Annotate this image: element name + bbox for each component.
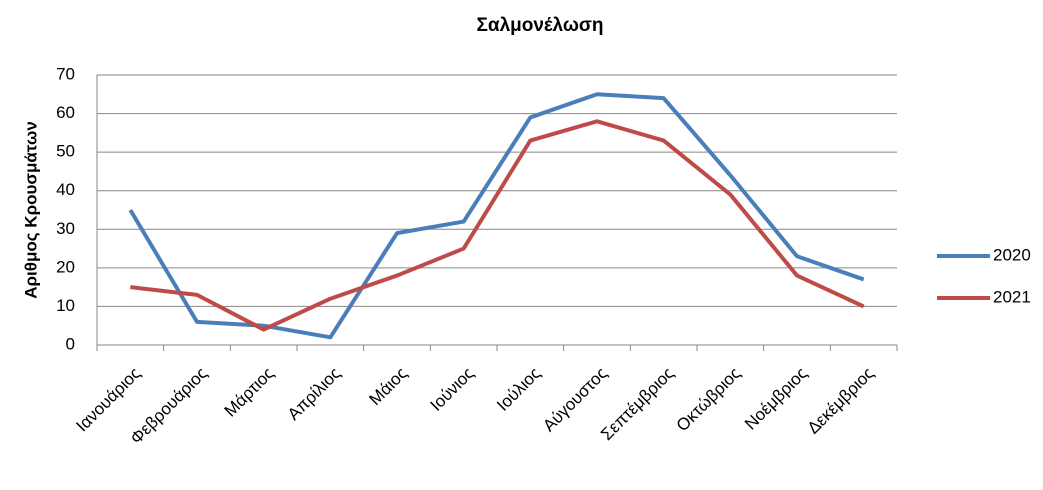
x-tick-label: Οκτώβριος	[673, 364, 745, 436]
legend-label: 2020	[993, 245, 1031, 264]
y-tick-label: 50	[56, 142, 75, 161]
x-tick-label: Μάιος	[365, 364, 411, 410]
x-tick-label: Απρίλιος	[284, 364, 344, 424]
y-tick-label: 0	[66, 334, 75, 353]
x-tick-label: Ιανουάριος	[72, 364, 144, 436]
line-series	[130, 119, 865, 332]
y-tick-label: 60	[56, 103, 75, 122]
legend-label: 2021	[993, 287, 1031, 306]
y-tick-label: 10	[56, 296, 75, 315]
y-tick-label: 20	[56, 257, 75, 276]
x-tick-label: Αύγουστος	[539, 364, 611, 436]
x-tick-label: Ιούλιος	[493, 364, 544, 415]
chart-title: Σαλμονέλωση	[476, 15, 603, 36]
y-axis-label: Αριθμος Κρουσμάτων	[21, 121, 40, 299]
x-tick-label: Δεκέμβριος	[804, 364, 878, 438]
y-tick-label: 40	[56, 180, 75, 199]
x-tick-label: Ιούνιος	[426, 364, 477, 415]
y-tick-label: 30	[56, 219, 75, 238]
line-series	[128, 92, 865, 340]
x-tick-label: Μάρτιος	[221, 364, 278, 421]
x-tick-label: Νοέμβριος	[741, 364, 811, 434]
y-tick-label: 70	[56, 64, 75, 83]
